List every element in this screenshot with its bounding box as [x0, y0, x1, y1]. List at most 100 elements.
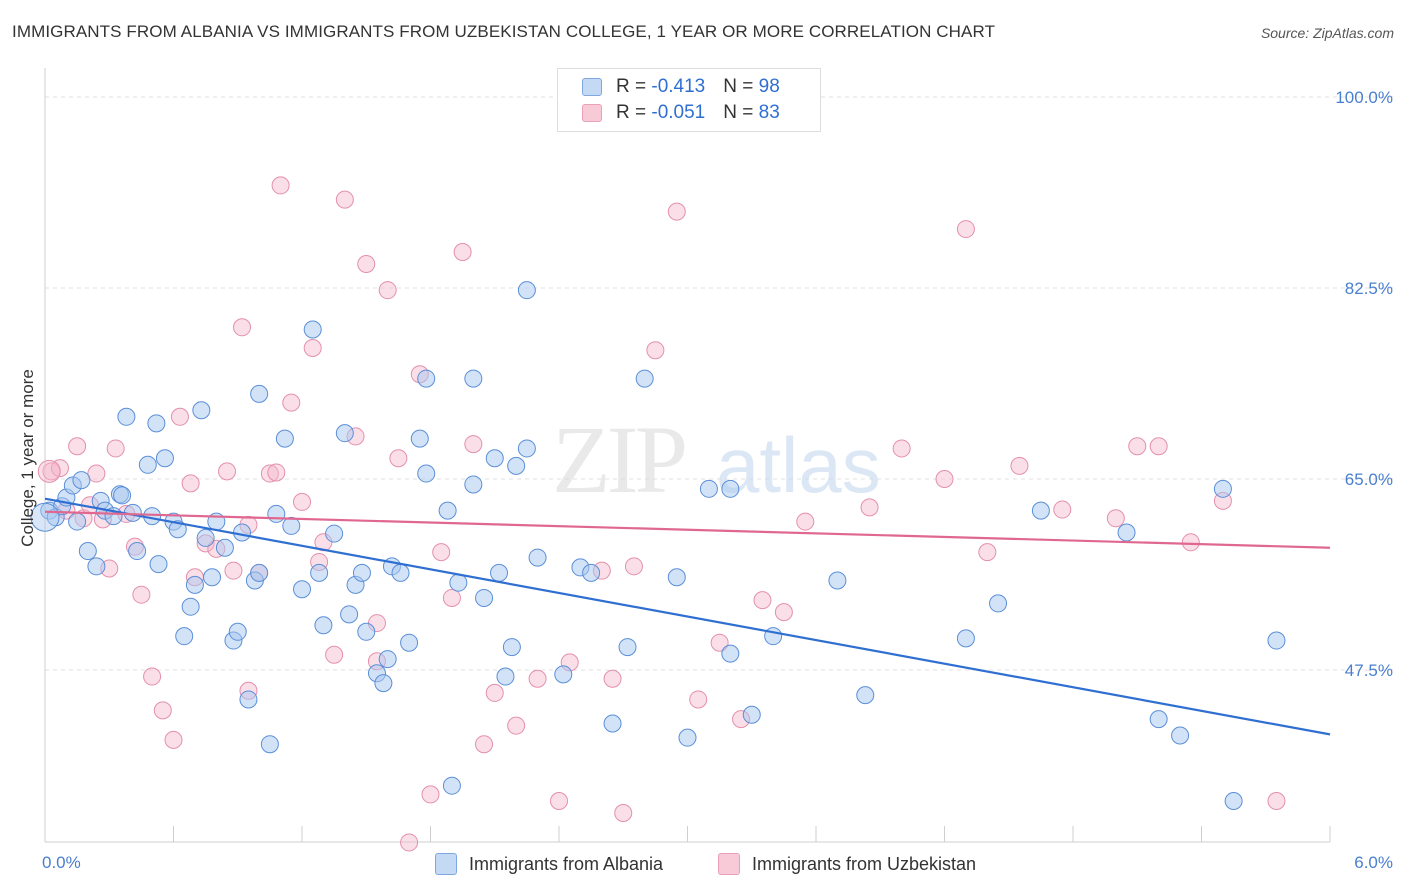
uzbekistan-point — [1053, 500, 1072, 519]
uzbekistan-point — [550, 791, 568, 810]
uzbekistan-point — [293, 492, 311, 511]
uzbekistan-point — [68, 437, 87, 456]
uzbekistan-point — [153, 701, 172, 720]
uzbekistan-point — [181, 474, 200, 493]
albania-point — [239, 690, 258, 709]
uzbekistan-point — [753, 591, 772, 610]
y-tick-label: 82.5% — [1345, 279, 1393, 298]
albania-point — [250, 384, 269, 403]
uzbekistan-point — [892, 439, 911, 458]
uzbekistan-point — [1128, 437, 1147, 456]
uzbekistan-point — [978, 543, 997, 562]
albania-point — [310, 563, 329, 582]
albania-point — [303, 320, 322, 339]
albania-point — [267, 504, 286, 523]
albania-point — [233, 523, 252, 542]
albania-point — [250, 563, 269, 582]
uzbekistan-point — [710, 633, 729, 652]
bottom-legend-uzbekistan-label: Immigrants from Uzbekistan — [752, 853, 977, 874]
albania-point — [517, 281, 536, 300]
uzbekistan-point — [475, 735, 494, 754]
albania-point — [185, 575, 204, 594]
albania-point — [635, 369, 654, 388]
albania-point — [721, 479, 740, 498]
albania-point — [603, 714, 622, 733]
y-tick-label: 100.0% — [1335, 88, 1393, 107]
uzbekistan-point — [421, 785, 440, 804]
albania-trend-line — [44, 497, 1331, 736]
albania-point — [113, 486, 132, 505]
uzbekistan-point — [400, 833, 419, 852]
uzbekistan-point — [507, 716, 526, 735]
albania-point — [149, 555, 168, 574]
albania-point — [181, 597, 200, 616]
uzbekistan-point — [485, 683, 504, 702]
uzbekistan-point — [389, 449, 408, 468]
albania-point — [192, 401, 211, 420]
uzbekistan-point — [646, 341, 665, 360]
axes — [44, 68, 1331, 843]
albania-point — [989, 594, 1008, 613]
albania-point — [856, 686, 875, 705]
albania-point — [374, 674, 393, 693]
albania-point — [507, 456, 526, 475]
watermark-atlas: atlas — [716, 421, 881, 509]
uzbekistan-point — [1010, 456, 1029, 475]
uzbekistan-point — [528, 669, 547, 688]
albania-point — [215, 538, 234, 557]
legend-n-label: N = — [723, 102, 759, 123]
albania-point — [1224, 791, 1243, 810]
x-tick-label: 0.0% — [42, 853, 81, 872]
albania-point — [554, 665, 573, 684]
stats-legend: R = -0.413 N = 98 R = -0.051 N = 83 — [557, 68, 821, 132]
albania-point — [68, 512, 87, 531]
uzbekistan-point — [164, 730, 183, 749]
albania-point — [464, 369, 483, 388]
albania-point — [502, 638, 521, 657]
uzbekistan-point — [378, 281, 397, 300]
albania-point — [196, 528, 215, 547]
uzbekistan-point — [325, 645, 344, 664]
legend-row-albania: R = -0.413 N = 98 — [582, 75, 780, 99]
uzbekistan-point — [1181, 533, 1200, 552]
bottom-legend-albania: Immigrants from Albania — [435, 852, 663, 876]
albania-point — [1149, 710, 1168, 729]
albania-point — [378, 650, 397, 669]
uzbekistan-point — [303, 339, 322, 358]
albania-point — [742, 705, 761, 724]
source-label: Source: ZipAtlas.com — [1260, 25, 1394, 41]
albania-point — [168, 520, 187, 539]
uzbekistan-point — [935, 470, 954, 488]
albania-point — [117, 407, 136, 426]
uzbekistan-point — [143, 667, 162, 686]
bottom-swatch-uzbekistan — [718, 853, 740, 875]
albania-point — [203, 568, 222, 587]
legend-n-label: N = — [723, 76, 759, 97]
albania-point — [155, 449, 174, 468]
legend-r-label: R = — [616, 102, 652, 123]
albania-point — [314, 616, 333, 635]
albania-point — [1213, 479, 1232, 498]
uzbekistan-point — [432, 543, 451, 562]
albania-point — [485, 449, 504, 468]
uzbekistan-point — [774, 603, 793, 622]
uzbekistan-point — [667, 202, 686, 221]
albania-point — [699, 479, 718, 498]
albania-point — [87, 557, 106, 576]
albania-point — [582, 563, 601, 582]
legend-r-value: -0.413 — [651, 76, 706, 97]
legend-row-uzbekistan: R = -0.051 N = 83 — [582, 101, 780, 125]
uzbekistan-point — [614, 803, 633, 822]
albania-point — [357, 622, 376, 641]
albania-point — [282, 516, 301, 535]
trend-lines — [44, 497, 1331, 736]
albania-point — [496, 667, 515, 686]
albania-point — [352, 563, 371, 582]
y-tick-label: 65.0% — [1345, 470, 1393, 489]
albania-point — [340, 605, 359, 624]
uzbekistan-point — [87, 464, 106, 483]
albania-point — [475, 588, 494, 607]
albania-point — [490, 563, 509, 582]
albania-point — [335, 424, 354, 443]
